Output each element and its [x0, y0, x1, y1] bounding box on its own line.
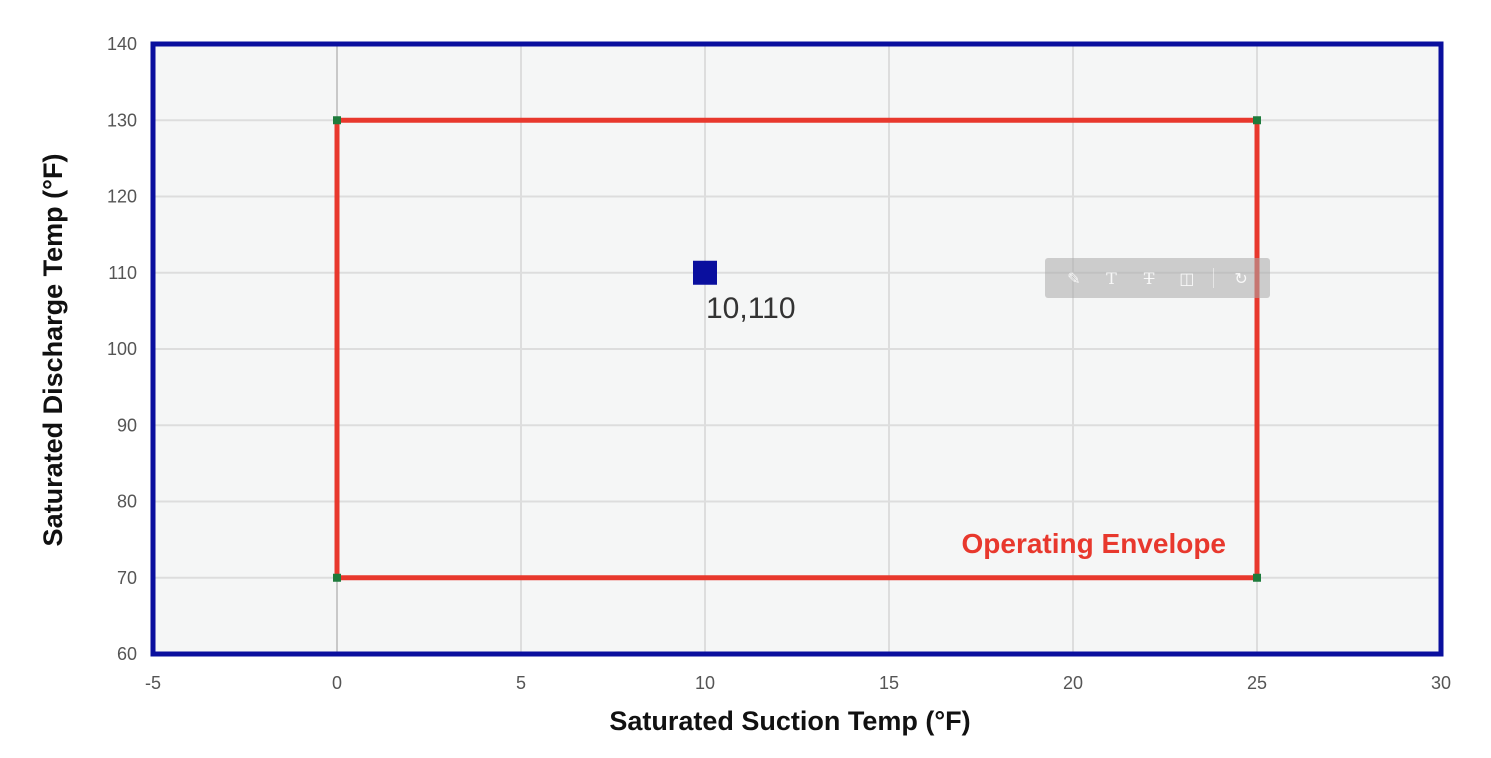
y-tick-label: 110: [108, 263, 137, 283]
operating-envelope: [333, 116, 1261, 582]
x-tick-label: 20: [1063, 673, 1083, 693]
crop-icon[interactable]: ◫: [1179, 268, 1195, 288]
toolbar-separator: [1213, 268, 1215, 288]
text-icon[interactable]: T: [1106, 268, 1117, 288]
point-label: 10,110: [706, 292, 796, 325]
x-axis-title: Saturated Suction Temp (°F): [609, 706, 970, 736]
x-tick-label: 10: [695, 673, 715, 693]
envelope-label: Operating Envelope: [962, 528, 1227, 559]
envelope-vertex: [1253, 573, 1261, 582]
y-tick-label: 70: [117, 568, 137, 588]
y-axis-ticks: 60 70 80 90 100 110 120 130 140: [107, 34, 137, 664]
x-tick-label: -5: [145, 673, 161, 693]
x-tick-label: 15: [879, 673, 899, 693]
y-tick-label: 80: [117, 492, 137, 512]
redo-icon[interactable]: ↻: [1234, 268, 1248, 288]
x-tick-label: 25: [1247, 673, 1267, 693]
y-tick-label: 100: [107, 339, 137, 359]
y-tick-label: 120: [107, 187, 137, 207]
pencil-icon[interactable]: ✎: [1067, 268, 1081, 288]
annotation-toolbar: ✎ T T ◫ ↻: [1045, 258, 1270, 298]
envelope-vertex: [333, 573, 341, 582]
y-tick-label: 140: [107, 34, 137, 54]
strikethrough-icon[interactable]: T: [1143, 268, 1155, 288]
x-axis-ticks: -5 0 5 10 15 20 25 30: [145, 673, 1451, 693]
x-tick-label: 0: [332, 673, 342, 693]
plot-frame: [150, 41, 1444, 657]
data-point-layer: [693, 260, 717, 285]
y-tick-label: 130: [107, 110, 137, 130]
data-point: [693, 260, 717, 285]
x-tick-label: 5: [516, 673, 526, 693]
y-tick-label: 90: [117, 415, 137, 435]
envelope-vertex: [333, 116, 341, 125]
y-axis-title: Saturated Discharge Temp (°F): [38, 154, 68, 547]
y-tick-label: 60: [117, 644, 137, 664]
x-tick-label: 30: [1431, 673, 1451, 693]
envelope-vertex: [1253, 116, 1261, 125]
